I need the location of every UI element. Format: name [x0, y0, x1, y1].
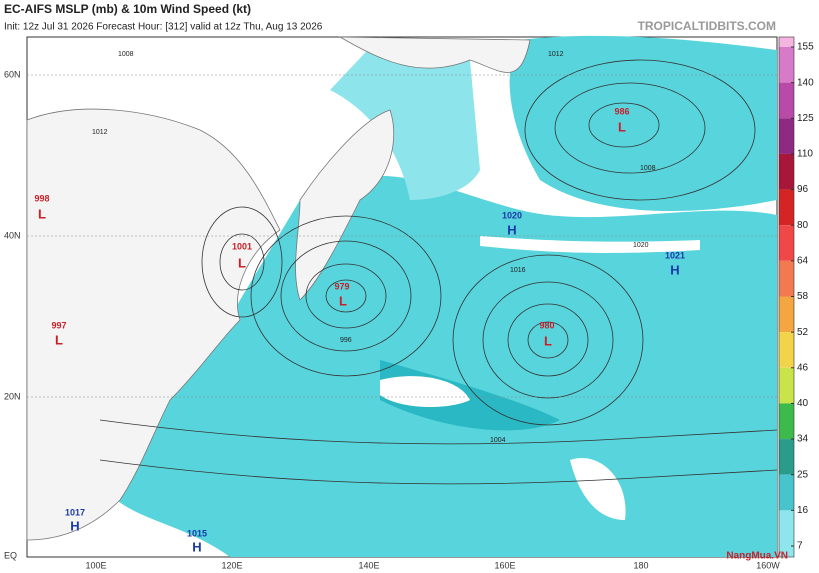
- isobar-label: 1016: [510, 267, 526, 274]
- colorbar-label: 40: [797, 398, 809, 409]
- lon-label: 100E: [85, 560, 106, 570]
- colorbar-label: 16: [797, 505, 809, 516]
- center-value: 1017: [65, 507, 85, 517]
- colorbar-band: [779, 296, 794, 333]
- colorbar-label: 125: [797, 113, 814, 124]
- lat-label: 60N: [4, 69, 21, 79]
- colorbar-label: 25: [797, 469, 809, 480]
- watermark: NangMua.VN: [726, 551, 788, 562]
- center-value: 986: [614, 106, 629, 116]
- lon-label: 120E: [221, 560, 242, 570]
- center-type: H: [70, 518, 79, 533]
- land: [338, 36, 531, 73]
- colorbar-band: [779, 189, 794, 226]
- center-value: 979: [334, 281, 349, 291]
- lat-label: 20N: [4, 391, 21, 401]
- wind-area: [100, 175, 777, 557]
- center-value: 1001: [232, 241, 252, 251]
- isobar-label: 1020: [633, 242, 649, 249]
- colorbar-band: [779, 474, 794, 511]
- isobar-label: 1008: [640, 165, 656, 172]
- colorbar-label: 58: [797, 291, 809, 302]
- center-value: 1015: [187, 528, 207, 538]
- colorbar-label: 7: [797, 541, 803, 552]
- graticule: [27, 74, 777, 398]
- colorbar-band: [779, 153, 794, 190]
- colorbar-label: 155: [797, 42, 814, 53]
- center-value: 1021: [665, 250, 685, 260]
- map: [26, 35, 778, 558]
- colorbar-label: 140: [797, 77, 814, 88]
- center-type: H: [192, 539, 201, 554]
- colorbar-label: 96: [797, 184, 809, 195]
- isobar-label: 1004: [490, 437, 506, 444]
- wind-area: [509, 35, 777, 212]
- lon-label: 160E: [494, 560, 515, 570]
- center-type: L: [38, 206, 46, 221]
- title: EC-AIFS MSLP (mb) & 10m Wind Speed (kt): [4, 2, 251, 16]
- colorbar-band: [779, 367, 794, 404]
- pressure-centers: 998 L 1001 L 979 L 980 L 986 L 997 L 102…: [34, 106, 685, 554]
- colorbar-band: [779, 82, 794, 119]
- center-type: L: [544, 333, 552, 348]
- land: [295, 109, 395, 301]
- center-type: L: [339, 293, 347, 308]
- center-type: L: [618, 119, 626, 134]
- isobar-label: 1008: [118, 51, 134, 58]
- calm-area: [570, 458, 626, 520]
- colorbar: 155 140 125 110 96 80 64 58 52 46 40 34 25 16 7: [778, 36, 814, 558]
- colorbar-label: 52: [797, 327, 809, 338]
- colorbar-label: 64: [797, 255, 809, 266]
- center-value: 997: [51, 320, 66, 330]
- isobar-label: 1012: [92, 129, 108, 136]
- center-type: H: [670, 262, 679, 277]
- colorbar-band: [779, 510, 794, 557]
- colorbar-band: [779, 332, 794, 368]
- center-type: L: [238, 255, 246, 270]
- isobar-labels: 1008 1012 1012 1008 996 1016 1020 1004: [92, 51, 656, 444]
- colorbar-label: 80: [797, 220, 809, 231]
- lon-label: 160W: [756, 560, 780, 570]
- lon-label: 140E: [358, 560, 379, 570]
- colorbar-band: [779, 260, 794, 297]
- calm-area: [380, 376, 470, 407]
- isobar-label: 1012: [548, 51, 564, 58]
- center-value: 998: [34, 193, 49, 203]
- colorbar-band: [779, 118, 794, 154]
- colorbar-band: [779, 225, 794, 261]
- subtitle: Init: 12z Jul 31 2026 Forecast Hour: [31…: [4, 22, 323, 33]
- isobar-label: 996: [340, 337, 352, 344]
- lat-label: EQ: [4, 550, 17, 560]
- wind-area: [330, 37, 480, 200]
- calm-area: [480, 236, 700, 253]
- land: [26, 108, 281, 541]
- colorbar-band: [779, 47, 794, 83]
- colorbar-label: 34: [797, 434, 809, 445]
- colorbar-band: [779, 439, 794, 475]
- colorbar-label: 110: [797, 149, 813, 160]
- colorbar-label: 46: [797, 362, 809, 373]
- center-value: 1020: [502, 210, 522, 220]
- source: TROPICALTIDBITS.COM: [638, 19, 776, 33]
- colorbar-band: [779, 37, 794, 47]
- center-type: L: [55, 332, 63, 347]
- lat-label: 40N: [4, 230, 21, 240]
- isobars: [99, 59, 778, 485]
- center-value: 980: [539, 320, 554, 330]
- center-type: H: [507, 222, 516, 237]
- lon-label: 180: [633, 560, 648, 570]
- colorbar-band: [779, 403, 794, 440]
